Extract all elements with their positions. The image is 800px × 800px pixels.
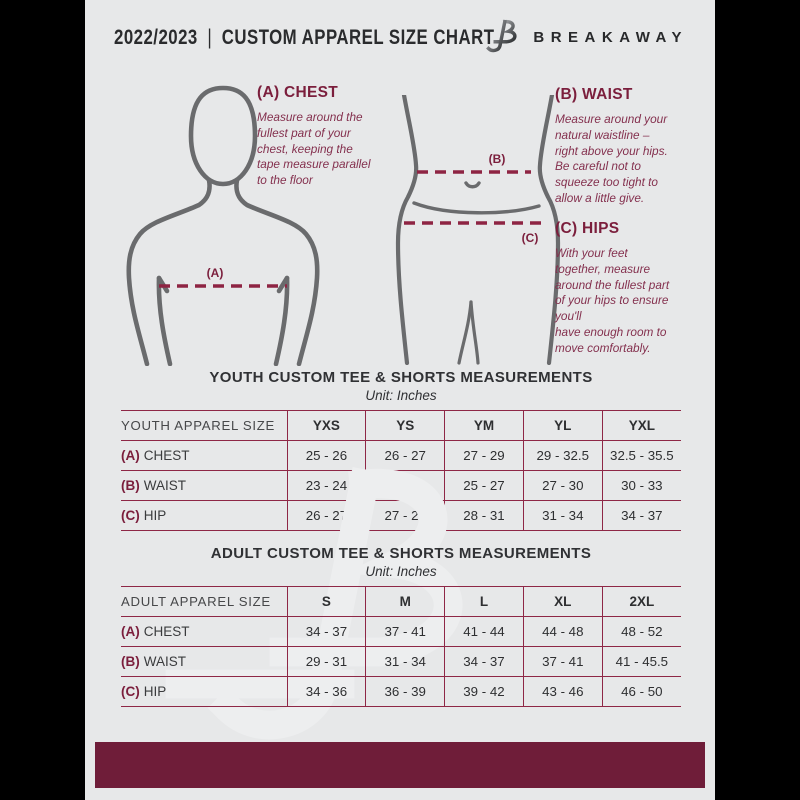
edition-year: 2022/2023 <box>114 26 198 49</box>
size-cell: 37 - 41 <box>522 646 603 677</box>
row-label: (C) HIP <box>121 677 287 707</box>
size-cell: 32.5 - 35.5 <box>601 440 681 471</box>
youth-size-col: YL <box>522 410 603 441</box>
youth-size-col: YS <box>365 410 445 441</box>
youth-size-col: YXL <box>601 410 681 441</box>
adult-hip-row: (C) HIP 34 - 36 36 - 39 39 - 42 43 - 46 4… <box>121 676 681 707</box>
row-name: HIP <box>143 508 167 523</box>
row-key: (C) <box>121 508 140 523</box>
waist-guide: (B) WAIST Measure around your natural wa… <box>555 86 697 207</box>
row-label: (A) CHEST <box>121 617 287 647</box>
row-key: (B) <box>121 478 140 493</box>
row-name: CHEST <box>143 624 190 639</box>
brand-name: BREAKAWAY <box>533 28 688 46</box>
adult-section-title: ADULT CUSTOM TEE & SHORTS MEASUREMENTS <box>210 545 592 562</box>
size-cell: 39 - 42 <box>444 676 524 707</box>
youth-row-header: YOUTH APPAREL SIZE <box>121 418 276 433</box>
size-chart-page: 2022/2023 | CUSTOM APPAREL SIZE CHART BREA… <box>85 0 715 800</box>
page-title: CUSTOM APPAREL SIZE CHART <box>221 26 495 49</box>
size-cell: 29 - 31 <box>286 646 366 677</box>
size-cell: 28 - 31 <box>444 500 524 531</box>
size-cell: 31 - 34 <box>522 500 603 531</box>
waist-guide-text: Measure around your natural waistline – … <box>555 112 668 205</box>
youth-size-col: YXS <box>286 410 366 441</box>
size-cell: 25 - 27 <box>444 470 524 501</box>
row-name: WAIST <box>143 654 186 669</box>
waist-line-label: (B) <box>489 152 506 166</box>
youth-header-row: YOUTH APPAREL SIZE YXS YS YM YL YXL <box>121 410 681 441</box>
adult-size-table: ADULT APPAREL SIZE S M L XL 2XL (A) CHEST… <box>121 586 681 707</box>
row-key: (A) <box>121 624 140 639</box>
adult-waist-row: (B) WAIST 29 - 31 31 - 34 34 - 37 37 - 41… <box>121 646 681 677</box>
row-name: WAIST <box>143 478 186 493</box>
row-label: (C) HIP <box>121 501 287 531</box>
size-cell: 26 - 27 <box>365 440 445 471</box>
adult-header-row: ADULT APPAREL SIZE S M L XL 2XL <box>121 586 681 617</box>
title-separator: | <box>207 26 213 49</box>
hip-line-label: (C) <box>522 231 539 245</box>
size-cell: 36 - 39 <box>365 676 445 707</box>
masthead-title: 2022/2023 | CUSTOM APPAREL SIZE CHART <box>114 26 495 50</box>
size-cell: 41 - 45.5 <box>601 646 681 677</box>
adult-size-col: L <box>444 586 524 617</box>
chest-guide-heading: (A) CHEST <box>257 84 339 101</box>
size-cell: 44 - 48 <box>522 616 603 647</box>
row-label: (A) CHEST <box>121 441 287 471</box>
youth-chest-row: (A) CHEST 25 - 26 26 - 27 27 - 29 29 - 32… <box>121 440 681 471</box>
size-cell: 34 - 37 <box>286 616 366 647</box>
row-key: (B) <box>121 654 140 669</box>
size-cell: 37 - 41 <box>365 616 445 647</box>
adult-section-unit: Unit: Inches <box>365 564 437 579</box>
adult-size-col: XL <box>522 586 603 617</box>
adult-size-col: M <box>365 586 445 617</box>
youth-section-unit: Unit: Inches <box>365 388 437 403</box>
row-name: CHEST <box>143 448 190 463</box>
row-label: (B) WAIST <box>121 471 287 501</box>
brand-lockup: BREAKAWAY <box>478 13 682 61</box>
size-cell: 25 - 26 <box>286 440 366 471</box>
size-cell: 43 - 46 <box>522 676 603 707</box>
size-cell: 48 - 52 <box>601 616 681 647</box>
size-cell: 29 - 32.5 <box>522 440 603 471</box>
waist-guide-heading: (B) WAIST <box>555 86 633 103</box>
upper-body-figure-icon: (A) <box>126 85 320 366</box>
size-cell: 34 - 37 <box>601 500 681 531</box>
row-key: (A) <box>121 448 140 463</box>
youth-section-title: YOUTH CUSTOM TEE & SHORTS MEASUREMENTS <box>209 369 593 386</box>
chest-guide: (A) CHEST Measure around the fullest par… <box>257 84 389 189</box>
size-cell: 46 - 50 <box>601 676 681 707</box>
adult-chest-row: (A) CHEST 34 - 37 37 - 41 41 - 44 44 - 48… <box>121 616 681 647</box>
adult-size-col: 2XL <box>601 586 681 617</box>
size-cell: 34 - 37 <box>444 646 524 677</box>
adult-size-col: S <box>286 586 366 617</box>
size-cell: 27 - 29 <box>444 440 524 471</box>
size-cell: 34 - 36 <box>286 676 366 707</box>
hips-guide-text: With your feet together, measure around … <box>555 246 670 355</box>
hips-guide-heading: (C) HIPS <box>555 220 620 237</box>
lower-body-figure-icon: (B) (C) <box>395 95 561 365</box>
hips-guide: (C) HIPS With your feet together, measur… <box>555 220 701 357</box>
breakaway-b-logo-icon <box>481 19 517 53</box>
size-cell: 27 - 30 <box>522 470 603 501</box>
chest-line-label: (A) <box>207 266 224 280</box>
size-cell: 41 - 44 <box>444 616 524 647</box>
footer-accent-bar <box>95 742 705 788</box>
size-cell: 30 - 33 <box>601 470 681 501</box>
row-name: HIP <box>143 684 167 699</box>
youth-size-col: YM <box>444 410 524 441</box>
chest-guide-text: Measure around the fullest part of your … <box>257 110 371 188</box>
row-key: (C) <box>121 684 140 699</box>
row-label: (B) WAIST <box>121 647 287 677</box>
size-cell: 31 - 34 <box>365 646 445 677</box>
adult-row-header: ADULT APPAREL SIZE <box>121 594 271 609</box>
adult-section: ADULT CUSTOM TEE & SHORTS MEASUREMENTS U… <box>121 545 681 707</box>
